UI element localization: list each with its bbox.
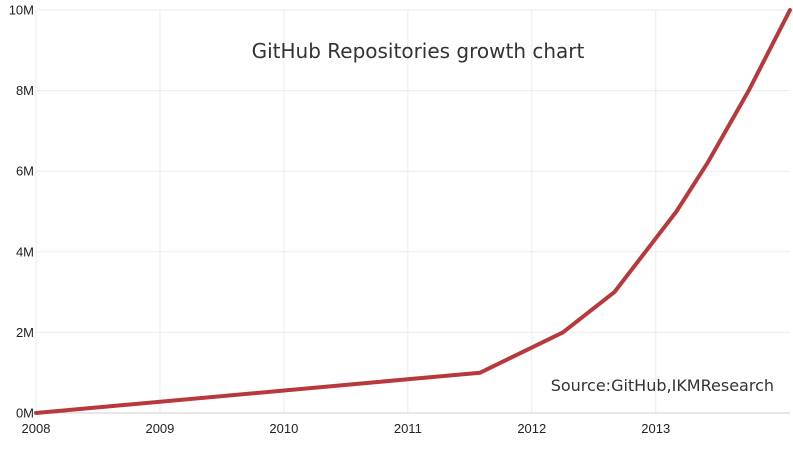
y-tick-label: 6M xyxy=(16,164,34,179)
y-tick-label: 8M xyxy=(16,83,34,98)
y-tick-label: 10M xyxy=(9,3,34,18)
series-line xyxy=(34,8,792,415)
y-axis: 0M 2M 4M 6M 8M 10M xyxy=(9,3,34,421)
x-tick-label: 2012 xyxy=(517,421,546,436)
y-tick-label: 2M xyxy=(16,325,34,340)
x-tick-label: 2011 xyxy=(394,421,422,436)
x-tick-label: 2009 xyxy=(145,421,174,436)
x-tick-label: 2008 xyxy=(22,421,51,436)
grid-layer xyxy=(35,9,790,414)
x-axis: 2008 2009 2010 2011 2012 2013 xyxy=(22,421,671,436)
source-annotation: Source:GitHub,IKMResearch xyxy=(551,376,774,395)
series-layer xyxy=(34,8,792,415)
x-tick-label: 2013 xyxy=(641,421,670,436)
y-tick-label: 0M xyxy=(16,406,34,421)
chart-title: GitHub Repositories growth chart xyxy=(252,39,585,63)
y-tick-label: 4M xyxy=(16,244,34,259)
x-tick-label: 2010 xyxy=(269,421,298,436)
